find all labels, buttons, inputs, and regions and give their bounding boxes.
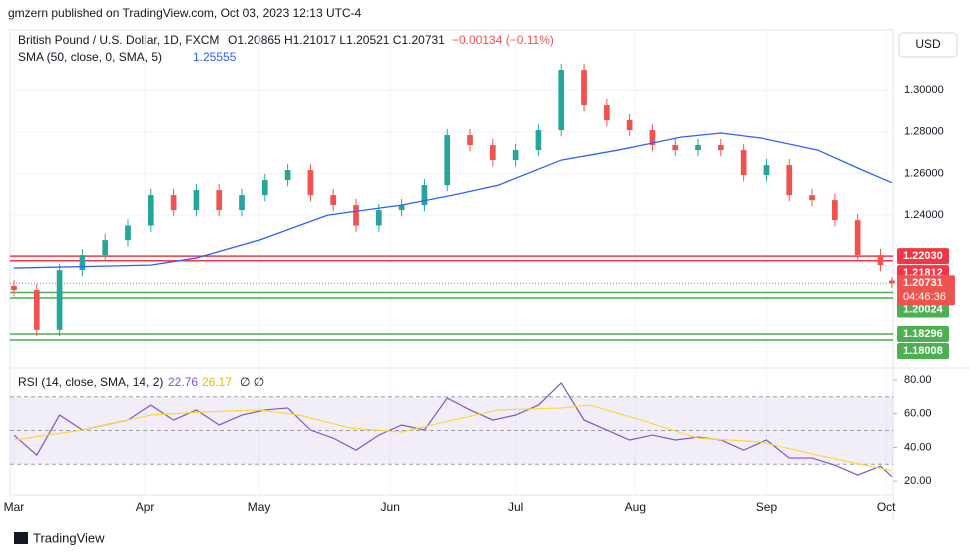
y-tick-label: 20.00	[904, 475, 932, 487]
candle-body	[353, 205, 359, 226]
level-tag	[897, 343, 949, 360]
candle-body	[489, 145, 496, 161]
logo	[14, 532, 28, 544]
level-tag	[897, 248, 949, 265]
candle-body	[672, 145, 679, 151]
x-tick-label: Sep	[756, 500, 778, 514]
ohlc: O1.20865 H1.21017 L1.20521 C1.20731	[228, 33, 445, 47]
y-tick-label: 1.24000	[904, 209, 944, 221]
candle-body	[421, 185, 428, 206]
candle-body	[239, 195, 245, 211]
candle-body	[558, 70, 565, 131]
change: −0.00134 (−0.11%)	[452, 33, 554, 47]
last-price-label: 1.20731	[903, 277, 943, 289]
candle-body	[307, 170, 314, 196]
candle-body	[147, 195, 154, 226]
x-tick-label: Jul	[508, 500, 523, 514]
candle-body	[330, 195, 337, 206]
y-tick-label: 1.26000	[904, 167, 944, 179]
sma-value: 1.25555	[193, 50, 237, 64]
level-tag	[897, 301, 949, 318]
level-label: 1.22030	[903, 250, 943, 262]
candle-body	[889, 280, 895, 284]
candle-body	[261, 180, 268, 196]
candle-body	[740, 150, 747, 176]
candle-body	[56, 270, 63, 330]
candle-body	[649, 130, 656, 146]
rsi-line	[13, 404, 892, 472]
y-tick-label: 60.00	[904, 408, 932, 420]
level-label: 1.18296	[903, 328, 943, 340]
rsi-sma-value: 26.17	[202, 375, 232, 389]
candle-body	[170, 195, 177, 211]
y-tick-label: 1.28000	[904, 126, 944, 138]
candle-body	[626, 120, 633, 131]
rsi-value: 22.76	[168, 375, 198, 389]
sma-line	[13, 132, 893, 269]
symbol-title: British Pound / U.S. Dollar, 1D, FXCM	[18, 33, 219, 47]
candle-body	[467, 135, 473, 146]
candle-body	[33, 290, 40, 330]
candle-body	[216, 190, 223, 211]
candle-body	[695, 145, 701, 151]
currency-button[interactable]	[898, 32, 958, 58]
candle-body	[763, 165, 770, 176]
footer: TradingView	[33, 530, 105, 545]
candle-body	[854, 220, 861, 256]
rsi-extra: ∅ ∅	[240, 375, 264, 389]
candle-body	[11, 285, 17, 291]
y-tick-label: 40.00	[904, 441, 932, 453]
x-tick-label: May	[248, 500, 271, 514]
candle-body	[102, 240, 109, 256]
candle-body	[79, 255, 86, 271]
last-price-tag	[897, 275, 955, 306]
candle-body	[877, 255, 884, 266]
countdown: 04:46:36	[903, 291, 946, 303]
publisher: gmzern published on TradingView.com, Oct…	[8, 6, 362, 20]
level-label: 1.18008	[903, 345, 943, 357]
x-tick-label: Jun	[381, 500, 400, 514]
y-tick-label: 80.00	[904, 374, 932, 386]
candle-body	[512, 150, 519, 161]
candle-body	[193, 190, 200, 211]
candle-body	[125, 225, 131, 241]
rsi-title: RSI (14, close, SMA, 14, 2)	[18, 375, 163, 389]
x-tick-label: Oct	[877, 500, 896, 514]
currency[interactable]: USD	[915, 37, 941, 51]
candle-body	[786, 165, 793, 196]
rsi-line	[13, 382, 893, 477]
x-tick-label: Mar	[4, 500, 25, 514]
sma-title: SMA (50, close, 0, SMA, 5)	[18, 50, 162, 64]
candle-body	[581, 70, 587, 106]
y-tick-label: 1.30000	[904, 84, 944, 96]
candle-body	[398, 205, 405, 211]
x-tick-label: Apr	[136, 500, 155, 514]
candle-body	[375, 210, 382, 226]
level-tag	[897, 326, 949, 343]
candle-body	[603, 105, 610, 121]
x-tick-label: Aug	[625, 500, 646, 514]
candle-body	[832, 200, 838, 221]
level-label: 1.20024	[903, 303, 944, 315]
candle-body	[717, 145, 724, 151]
candle-body	[535, 130, 542, 151]
candle-body	[444, 135, 451, 186]
candle-body	[809, 195, 815, 201]
candle-body	[284, 170, 291, 181]
